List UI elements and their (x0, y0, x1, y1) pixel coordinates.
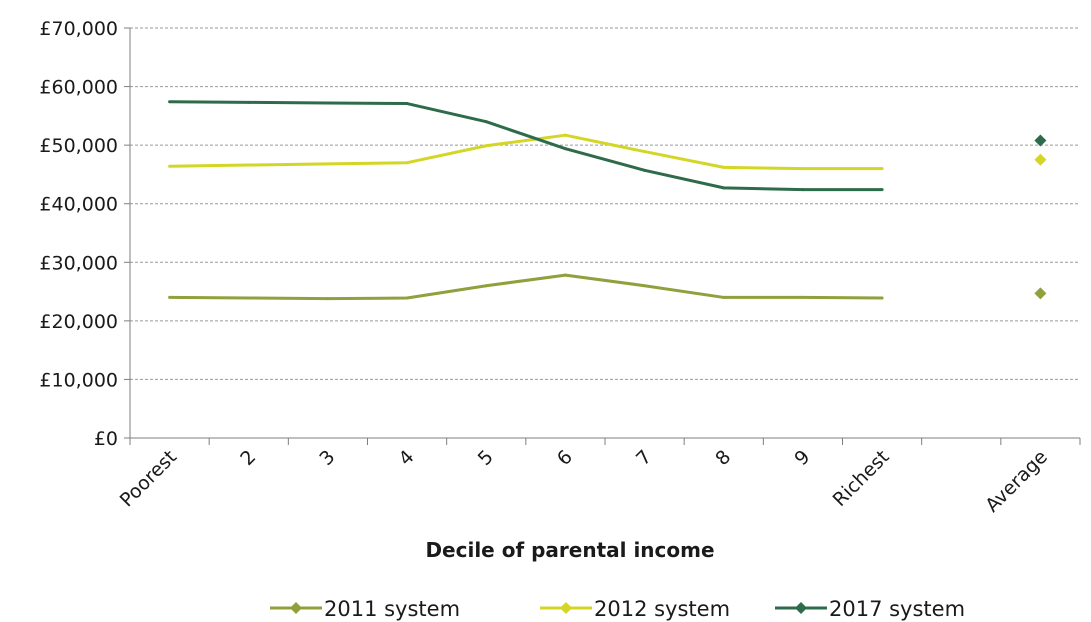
data-point (405, 161, 409, 165)
x-tick-label: Poorest (116, 446, 181, 511)
legend-marker-3 (795, 602, 807, 614)
data-point (168, 164, 172, 168)
data-point (643, 284, 647, 288)
y-tick-label: £0 (94, 428, 118, 450)
series-group (168, 100, 1047, 301)
y-tick-label: £40,000 (39, 194, 118, 216)
legend-marker-1 (290, 602, 302, 614)
x-axis-title: Decile of parental income (425, 538, 714, 562)
y-tick-label: £70,000 (39, 18, 118, 40)
average-marker-3 (1034, 134, 1047, 147)
data-point (563, 133, 567, 137)
y-axis: £0 £10,000 £20,000 £30,000 £40,000 £50,000 £60… (39, 18, 131, 450)
y-tick-label: £10,000 (39, 369, 118, 391)
data-point (801, 188, 805, 192)
data-point (247, 163, 251, 167)
x-tick-label: 4 (395, 446, 419, 470)
data-point (484, 144, 488, 148)
x-tick-label: 2 (236, 446, 260, 470)
gridlines (130, 27, 1080, 380)
y-tick-label: £50,000 (39, 135, 118, 157)
x-tick-label: 6 (553, 446, 577, 470)
data-point (722, 295, 726, 299)
data-point (643, 168, 647, 172)
data-point (484, 284, 488, 288)
y-tick-label: £20,000 (39, 311, 118, 333)
average-marker-2 (1034, 153, 1047, 166)
y-tick-label: £30,000 (39, 252, 118, 274)
data-point (168, 100, 172, 104)
legend-label: 2011 system (324, 597, 460, 621)
data-point (643, 150, 647, 154)
legend-marker-2 (560, 602, 572, 614)
data-point (247, 100, 251, 104)
data-point (484, 120, 488, 124)
data-point (247, 296, 251, 300)
data-point (880, 188, 884, 192)
x-axis: Poorest 2 3 4 5 6 7 8 9 Richest Average (116, 437, 1081, 517)
x-tick-label: 8 (711, 446, 735, 470)
data-point (405, 296, 409, 300)
data-point (563, 147, 567, 151)
series-line-2 (169, 133, 883, 171)
legend: 2011 system 2012 system 2017 system (270, 597, 965, 621)
data-point (326, 162, 330, 166)
data-point (801, 295, 805, 299)
data-point (326, 101, 330, 105)
series-line-1 (169, 273, 883, 301)
data-point (880, 167, 884, 171)
data-point (405, 102, 409, 106)
data-point (880, 296, 884, 300)
data-point (722, 186, 726, 190)
legend-label: 2017 system (829, 597, 965, 621)
y-tick-label: £60,000 (39, 77, 118, 99)
data-point (801, 167, 805, 171)
x-tick-label: Richest (829, 446, 894, 511)
x-tick-label: 3 (315, 446, 339, 470)
legend-label: 2012 system (594, 597, 730, 621)
x-tick-label: 9 (790, 446, 814, 470)
x-tick-label: 7 (632, 446, 656, 470)
data-point (563, 273, 567, 277)
average-marker-1 (1034, 287, 1047, 300)
series-line-3 (169, 100, 883, 192)
x-tick-label: Average (981, 446, 1052, 517)
data-point (168, 295, 172, 299)
data-point (722, 165, 726, 169)
x-tick-label: 5 (474, 446, 498, 470)
data-point (326, 297, 330, 301)
